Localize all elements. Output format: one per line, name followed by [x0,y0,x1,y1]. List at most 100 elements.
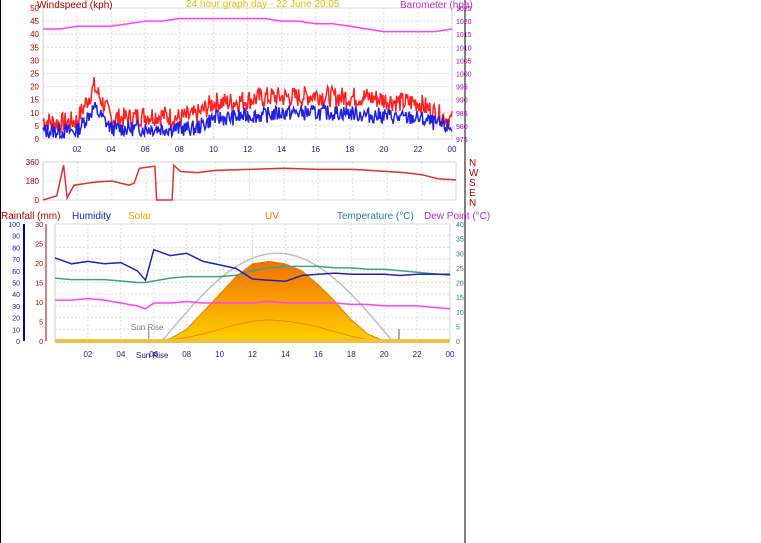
barometer-axis-title: Barometer (hpa) [400,0,473,11]
wind-x-tick: 18 [345,145,354,154]
compass-e: E [469,188,476,199]
barometer-y-tick: 1015 [456,32,472,39]
lower-x-tick: 10 [215,350,224,359]
lower-x-tick: 18 [347,350,356,359]
lower-x-tick: 00 [446,350,455,359]
temperature-y-tick: 35 [456,237,464,244]
compass-n-top: N [469,158,476,169]
wind-x-tick: 16 [311,145,320,154]
barometer-y-tick: 995 [456,85,468,92]
temperature-y-tick: 5 [456,324,460,331]
dew-point-line [55,297,451,310]
wind-y-tick: 35 [30,43,39,52]
humidity-y-tick: 30 [12,304,20,311]
direction-y-tick: 180 [26,177,40,186]
direction-y-tick: 0 [35,196,40,205]
axis-layer: 0510152025303540455097598098599099510001… [8,4,471,359]
lower-x-tick: 02 [83,350,92,359]
temperature-y-tick: 20 [456,281,464,288]
chart-title: 24 hour graph day - 22 June 20:05 [186,0,340,10]
temperature-y-tick: 25 [456,266,464,273]
barometer-y-tick: 1005 [456,58,472,65]
barometer-y-tick: 980 [456,124,468,131]
rain-y-tick: 25 [35,242,43,249]
wind-y-tick: 30 [30,56,39,65]
baseline-band [55,339,450,343]
wind-x-tick: 20 [379,145,388,154]
lower-x-tick: 22 [413,350,422,359]
humidity-y-tick: 40 [12,292,20,299]
legend-solar: Solar [128,211,152,222]
barometer-y-tick: 975 [456,137,468,144]
humidity-y-tick: 60 [12,269,20,276]
wind-y-tick: 5 [35,122,40,131]
lower-x-tick: 16 [314,350,323,359]
lower-x-tick: 08 [182,350,191,359]
wind-y-tick: 40 [30,30,39,39]
wind-x-tick: 08 [175,145,184,154]
wind-y-tick: 15 [30,96,39,105]
rain-y-tick: 15 [35,281,43,288]
lower-x-tick: 06 [149,350,158,359]
rain-y-tick: 30 [35,222,43,229]
humidity-y-tick: 70 [12,257,20,264]
wind-x-tick: 04 [107,145,116,154]
legend-humidity: Humidity [72,211,111,222]
humidity-y-tick: 100 [8,222,20,229]
rain-y-tick: 0 [39,339,43,346]
wind-x-tick: 06 [141,145,150,154]
humidity-y-tick: 10 [12,327,20,334]
wind-y-tick: 0 [35,135,40,144]
barometer-y-tick: 1010 [456,45,472,52]
lower-x-tick: 04 [116,350,125,359]
legend-uv: UV [265,211,279,222]
temperature-y-tick: 15 [456,295,464,302]
rain-y-tick: 10 [35,300,43,307]
wind-x-tick: 00 [448,145,457,154]
wind-gust-line [42,77,453,133]
wind-x-tick: 22 [413,145,422,154]
wind-y-tick: 10 [30,109,39,118]
wind-direction-line [42,163,457,201]
wind-y-tick: 20 [30,83,39,92]
wind-y-tick: 50 [30,4,39,13]
barometer-y-tick: 1000 [456,72,472,79]
humidity-y-tick: 50 [12,281,20,288]
barometer-y-tick: 985 [456,111,468,118]
legend-temperature: Temperature (°C) [337,211,414,222]
wind-x-tick: 14 [277,145,286,154]
barometer-y-tick: 990 [456,98,468,105]
compass-n-bottom: N [469,198,476,209]
temperature-y-tick: 10 [456,310,464,317]
rain-y-tick: 20 [35,261,43,268]
sunrise-label-axis: Sun Rise [136,351,169,360]
temperature-y-tick: 40 [456,222,464,229]
temperature-y-tick: 0 [456,339,460,346]
compass-w: W [469,168,479,179]
lower-x-tick: 14 [281,350,290,359]
wind-x-tick: 02 [73,145,82,154]
wind-y-tick: 45 [30,17,39,26]
compass-s: S [469,178,476,189]
solar-max-curve [161,252,393,342]
sunrise-label: Sun Rise [131,323,164,332]
wind-x-tick: 12 [243,145,252,154]
legend-rainfall: Rainfall (mm) [1,211,60,222]
barometer-y-tick: 1020 [456,19,472,26]
temperature-y-tick: 30 [456,251,464,258]
barometer-line [43,17,453,33]
rain-y-tick: 5 [39,320,43,327]
wind-average-line [42,101,453,140]
humidity-y-tick: 90 [12,234,20,241]
humidity-y-tick: 0 [16,339,20,346]
wind-x-tick: 10 [209,145,218,154]
wind-y-tick: 25 [30,70,39,79]
legend-dew-point: Dew Point (°C) [424,211,490,222]
lower-x-tick: 12 [248,350,257,359]
lower-x-tick: 20 [380,350,389,359]
humidity-line [54,248,450,283]
humidity-y-tick: 80 [12,245,20,252]
barometer-y-tick: 1025 [456,6,472,13]
direction-y-tick: 360 [26,158,40,167]
